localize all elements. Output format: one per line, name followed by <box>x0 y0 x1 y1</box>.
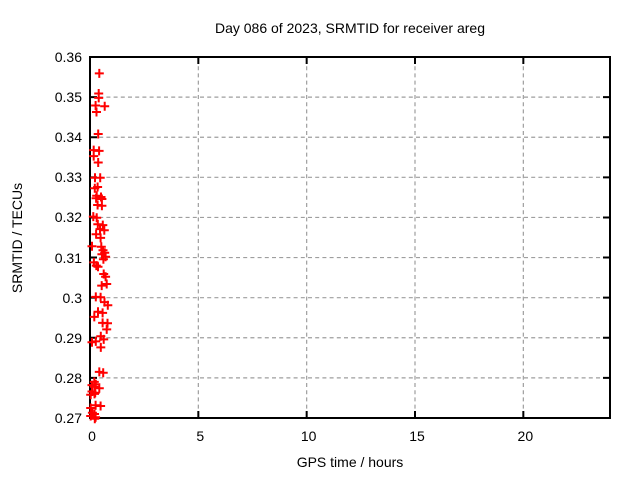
x-tick-label: 5 <box>196 428 205 444</box>
chart-title: Day 086 of 2023, SRMTID for receiver are… <box>214 20 485 36</box>
x-tick-label: 20 <box>517 428 534 444</box>
plot-frame <box>89 56 611 419</box>
x-tick-label: 0 <box>88 428 96 444</box>
x-axis-label: GPS time / hours <box>296 454 404 470</box>
y-tick-label: 0.3 <box>62 289 82 306</box>
y-tick-label: 0.33 <box>54 169 82 186</box>
tick-marks <box>89 56 609 419</box>
x-tick-label: 15 <box>409 428 425 444</box>
y-tick-label: 0.27 <box>54 410 82 426</box>
y-tick-label: 0.35 <box>54 89 82 106</box>
y-tick-label: 0.28 <box>54 369 82 386</box>
x-tick-label: 10 <box>300 428 317 444</box>
y-tick-label: 0.29 <box>54 329 82 346</box>
data-points <box>86 68 113 424</box>
y-tick-label: 0.36 <box>54 49 82 65</box>
y-tick-label: 0.32 <box>54 209 82 226</box>
y-tick-label: 0.34 <box>54 129 82 146</box>
y-tick-label: 0.31 <box>54 249 82 266</box>
